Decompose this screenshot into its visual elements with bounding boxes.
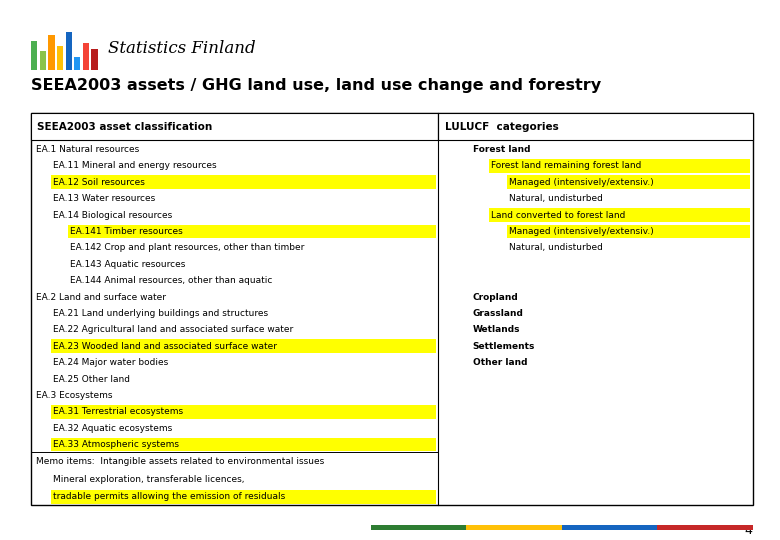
- FancyBboxPatch shape: [31, 40, 37, 70]
- Text: EA.13 Water resources: EA.13 Water resources: [53, 194, 155, 203]
- FancyBboxPatch shape: [438, 113, 753, 140]
- FancyBboxPatch shape: [370, 525, 466, 530]
- Text: Managed (intensively/extensiv.): Managed (intensively/extensiv.): [509, 227, 654, 236]
- Text: EA.2 Land and surface water: EA.2 Land and surface water: [36, 293, 166, 301]
- Text: EA.143 Aquatic resources: EA.143 Aquatic resources: [70, 260, 186, 269]
- Text: EA.141 Timber resources: EA.141 Timber resources: [70, 227, 183, 236]
- Text: EA.14 Biological resources: EA.14 Biological resources: [53, 211, 172, 220]
- FancyBboxPatch shape: [66, 32, 72, 70]
- Text: EA.144 Animal resources, other than aquatic: EA.144 Animal resources, other than aqua…: [70, 276, 272, 285]
- Text: EA.31 Terrestrial ecosystems: EA.31 Terrestrial ecosystems: [53, 407, 183, 416]
- Text: Statistics Finland: Statistics Finland: [108, 40, 255, 57]
- FancyBboxPatch shape: [507, 176, 750, 189]
- Text: Forest land: Forest land: [473, 145, 530, 154]
- Text: EA.22 Agricultural land and associated surface water: EA.22 Agricultural land and associated s…: [53, 325, 293, 334]
- FancyBboxPatch shape: [51, 340, 436, 353]
- Text: Memo items:  Intangible assets related to environmental issues: Memo items: Intangible assets related to…: [36, 457, 324, 466]
- Text: EA.11 Mineral and energy resources: EA.11 Mineral and energy resources: [53, 161, 217, 170]
- Text: Grassland: Grassland: [473, 309, 523, 318]
- FancyBboxPatch shape: [51, 490, 436, 504]
- FancyBboxPatch shape: [31, 113, 753, 505]
- Text: Natural, undisturbed: Natural, undisturbed: [509, 194, 603, 203]
- FancyBboxPatch shape: [83, 43, 89, 70]
- Text: 4: 4: [745, 524, 753, 537]
- Text: Land converted to forest land: Land converted to forest land: [491, 211, 626, 220]
- Text: tradable permits allowing the emission of residuals: tradable permits allowing the emission o…: [53, 492, 285, 502]
- FancyBboxPatch shape: [657, 525, 753, 530]
- Text: EA.21 Land underlying buildings and structures: EA.21 Land underlying buildings and stru…: [53, 309, 268, 318]
- FancyBboxPatch shape: [68, 225, 436, 238]
- Text: EA.12 Soil resources: EA.12 Soil resources: [53, 178, 145, 187]
- FancyBboxPatch shape: [507, 225, 750, 238]
- FancyBboxPatch shape: [48, 35, 55, 70]
- Text: EA.33 Atmospheric systems: EA.33 Atmospheric systems: [53, 440, 179, 449]
- Text: Mineral exploration, transferable licences,: Mineral exploration, transferable licenc…: [53, 475, 245, 484]
- FancyBboxPatch shape: [489, 159, 750, 173]
- Text: SEEA2003 assets / GHG land use, land use change and forestry: SEEA2003 assets / GHG land use, land use…: [31, 78, 601, 93]
- Text: Cropland: Cropland: [473, 293, 519, 301]
- Text: Forest land remaining forest land: Forest land remaining forest land: [491, 161, 642, 170]
- Text: EA.1 Natural resources: EA.1 Natural resources: [36, 145, 139, 154]
- FancyBboxPatch shape: [51, 176, 436, 189]
- Text: Managed (intensively/extensiv.): Managed (intensively/extensiv.): [509, 178, 654, 187]
- Text: Other land: Other land: [473, 358, 527, 367]
- Text: Settlements: Settlements: [473, 342, 535, 350]
- FancyBboxPatch shape: [51, 438, 436, 451]
- FancyBboxPatch shape: [466, 525, 562, 530]
- FancyBboxPatch shape: [91, 49, 98, 70]
- Text: Wetlands: Wetlands: [473, 325, 520, 334]
- Text: LULUCF  categories: LULUCF categories: [445, 122, 558, 132]
- Text: Natural, undisturbed: Natural, undisturbed: [509, 244, 603, 252]
- FancyBboxPatch shape: [51, 405, 436, 418]
- FancyBboxPatch shape: [489, 208, 750, 222]
- FancyBboxPatch shape: [31, 113, 438, 140]
- Text: EA.142 Crop and plant resources, other than timber: EA.142 Crop and plant resources, other t…: [70, 244, 304, 252]
- FancyBboxPatch shape: [74, 57, 80, 70]
- Text: EA.3 Ecosystems: EA.3 Ecosystems: [36, 391, 112, 400]
- FancyBboxPatch shape: [57, 46, 63, 70]
- FancyBboxPatch shape: [40, 51, 46, 70]
- Text: EA.32 Aquatic ecosystems: EA.32 Aquatic ecosystems: [53, 424, 172, 433]
- Text: EA.24 Major water bodies: EA.24 Major water bodies: [53, 358, 168, 367]
- Text: EA.23 Wooded land and associated surface water: EA.23 Wooded land and associated surface…: [53, 342, 277, 350]
- Text: EA.25 Other land: EA.25 Other land: [53, 375, 130, 383]
- Text: SEEA2003 asset classification: SEEA2003 asset classification: [37, 122, 213, 132]
- FancyBboxPatch shape: [562, 525, 657, 530]
